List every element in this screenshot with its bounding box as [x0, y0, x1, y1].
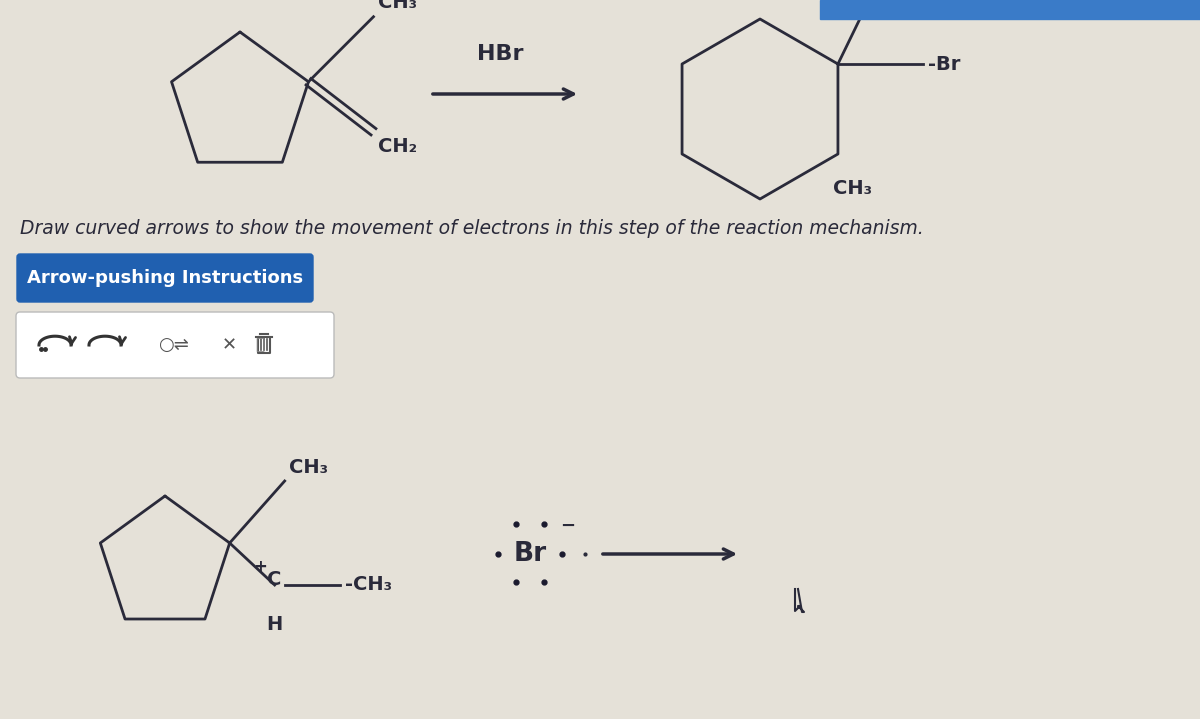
Text: H: H [266, 615, 283, 634]
Text: C: C [268, 570, 282, 590]
Text: Draw curved arrows to show the movement of electrons in this step of the reactio: Draw curved arrows to show the movement … [20, 219, 924, 239]
FancyBboxPatch shape [17, 254, 313, 302]
Text: CH₃: CH₃ [833, 179, 872, 198]
Text: +: + [253, 558, 268, 576]
Text: Br: Br [514, 541, 546, 567]
Text: ✕: ✕ [222, 336, 238, 354]
Text: HBr: HBr [476, 44, 523, 64]
Text: [References]: [References] [900, 4, 980, 17]
Text: ⬜: ⬜ [256, 337, 264, 352]
Text: ○⇌: ○⇌ [158, 336, 188, 354]
Bar [820, 0, 1200, 19]
Text: -Br: -Br [928, 55, 960, 73]
Text: CH₃: CH₃ [289, 458, 328, 477]
Text: -CH₃: -CH₃ [344, 575, 391, 595]
FancyBboxPatch shape [16, 312, 334, 378]
Text: CH₂: CH₂ [378, 137, 418, 156]
Text: CH₃: CH₃ [378, 0, 418, 12]
Text: −: − [560, 517, 576, 535]
Text: Arrow-pushing Instructions: Arrow-pushing Instructions [26, 269, 304, 287]
